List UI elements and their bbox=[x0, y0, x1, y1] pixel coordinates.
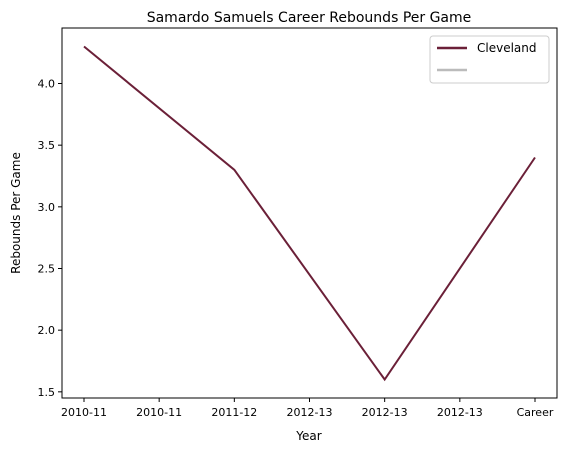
y-tick-label: 2.0 bbox=[38, 324, 56, 337]
y-tick-label: 1.5 bbox=[38, 386, 56, 399]
y-axis: 1.5 2.0 2.5 3.0 3.5 4.0 bbox=[38, 78, 62, 399]
y-tick-label: 2.5 bbox=[38, 263, 56, 276]
x-axis: 2010-11 2010-11 2011-12 2012-13 2012-13 2012-… bbox=[61, 398, 554, 419]
series-line-cleveland bbox=[83, 45, 536, 382]
y-tick-label: 4.0 bbox=[38, 78, 56, 91]
legend-label: Cleveland bbox=[477, 41, 537, 55]
y-tick-label: 3.5 bbox=[38, 139, 56, 152]
x-axis-label: Year bbox=[295, 429, 321, 443]
y-tick-label: 3.0 bbox=[38, 201, 56, 214]
legend: Cleveland bbox=[429, 35, 550, 84]
x-tick-label: 2010-11 bbox=[61, 406, 107, 419]
x-tick-label: 2011-12 bbox=[211, 406, 257, 419]
series-layer bbox=[83, 45, 536, 382]
x-tick-label: 2012-13 bbox=[362, 406, 408, 419]
x-tick-label: 2010-11 bbox=[136, 406, 182, 419]
y-axis-label: Rebounds Per Game bbox=[9, 152, 23, 274]
x-tick-label: Career bbox=[517, 406, 554, 419]
x-tick-label: 2012-13 bbox=[287, 406, 333, 419]
chart-title: Samardo Samuels Career Rebounds Per Game bbox=[147, 10, 472, 26]
x-tick-label: 2012-13 bbox=[437, 406, 483, 419]
